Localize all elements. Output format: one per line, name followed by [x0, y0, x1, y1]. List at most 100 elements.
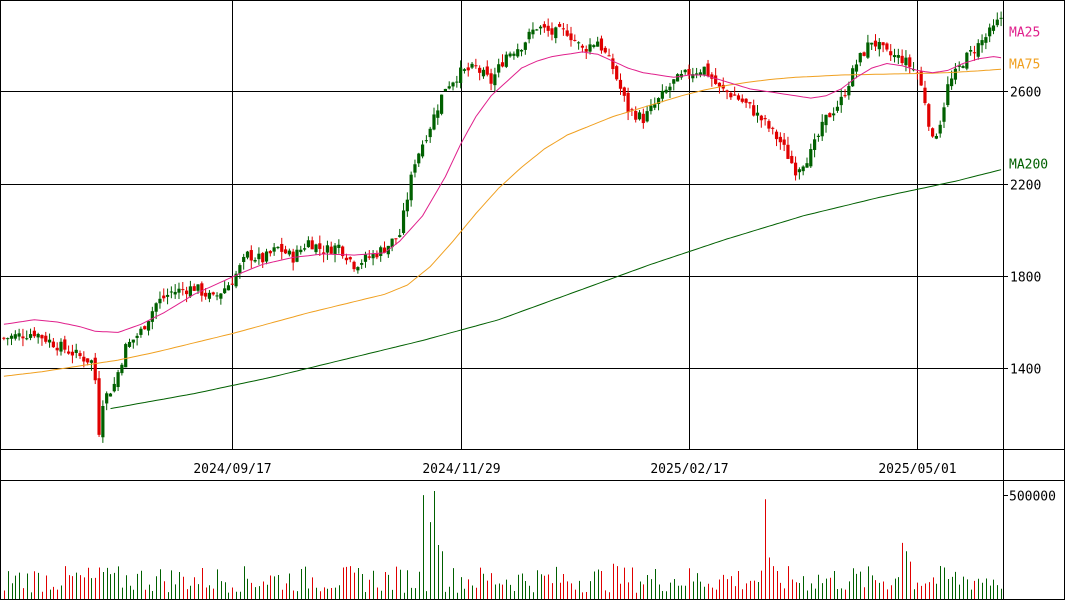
candle-body: [923, 87, 927, 104]
candle-body: [774, 131, 779, 140]
candle-body: [771, 127, 775, 129]
ma-label-ma25: MA25: [1009, 26, 1040, 41]
candle-body: [245, 251, 250, 258]
x-tick-label-3: 2025/05/01: [878, 462, 956, 477]
candle-body: [611, 58, 615, 70]
ma25-line: [3, 51, 1002, 333]
candle-body: [165, 294, 170, 297]
candle-body: [367, 256, 371, 258]
candle-body: [797, 169, 801, 173]
candle-body: [835, 106, 840, 111]
candle-body: [238, 265, 242, 274]
candle-body: [900, 55, 904, 64]
candle-body: [196, 284, 200, 291]
x-tick-label-0: 2024/09/17: [193, 462, 271, 477]
candle-body: [801, 166, 805, 172]
candle-body: [828, 113, 832, 118]
price-panel: [0, 0, 1008, 449]
candle-body: [108, 393, 113, 397]
candle-body: [816, 135, 821, 137]
candle-body: [649, 105, 653, 112]
candle-body: [322, 252, 326, 255]
candle-body: [264, 251, 269, 262]
candle-body: [101, 406, 105, 438]
candle-body: [710, 74, 714, 79]
candle-body: [131, 339, 135, 343]
candle-body: [953, 68, 958, 80]
candle-body: [268, 251, 272, 254]
candle-body: [858, 53, 862, 63]
candle-body: [847, 86, 851, 96]
y-tick-label-2600: 2600: [1010, 86, 1041, 101]
candle-body: [436, 110, 440, 118]
candle-body: [988, 27, 992, 37]
x-tick-label-1: 2024/11/29: [422, 462, 500, 477]
y-tick-label-2200: 2200: [1010, 179, 1041, 194]
candle-body: [310, 240, 314, 250]
candle-body: [550, 28, 554, 35]
candle-body: [44, 335, 48, 342]
candle-body: [645, 111, 649, 122]
candle-body: [181, 289, 185, 291]
candle-body: [379, 247, 383, 256]
candle-body: [687, 69, 691, 76]
candle-body: [588, 44, 592, 52]
candle-body: [428, 128, 432, 138]
candle-body: [462, 69, 467, 71]
candle-body: [360, 263, 364, 265]
candle-body: [557, 24, 562, 27]
candle-body: [832, 113, 836, 116]
candle-body: [409, 174, 413, 201]
candle-body: [504, 54, 508, 67]
candle-body: [337, 244, 341, 248]
candle-body: [25, 338, 29, 340]
candle-body: [249, 250, 253, 261]
candle-body: [675, 74, 680, 82]
candle-body: [752, 105, 756, 116]
candle-body: [908, 57, 912, 67]
candle-body: [299, 249, 303, 253]
candle-body: [192, 286, 196, 291]
candle-body: [173, 291, 177, 295]
candle-body: [615, 66, 619, 80]
candle-body: [546, 25, 550, 31]
candle-body: [942, 107, 946, 122]
candle-body: [97, 378, 101, 435]
candle-body: [124, 344, 128, 368]
candle-body: [660, 90, 664, 99]
candle-body: [420, 144, 425, 157]
candle-body: [74, 349, 78, 353]
candle-body: [618, 79, 623, 89]
candle-body: [242, 256, 246, 262]
candle-body: [177, 288, 181, 293]
candle-body: [873, 40, 878, 47]
candle-body: [318, 243, 322, 249]
candle-body: [969, 50, 973, 52]
candle-body: [809, 149, 813, 167]
candle-body: [215, 295, 219, 297]
candle-body: [793, 162, 798, 176]
candle-body: [656, 98, 661, 105]
candle-body: [820, 121, 824, 137]
candle-body: [881, 42, 885, 46]
candle-body: [127, 341, 132, 347]
candle-body: [135, 335, 139, 338]
candle-body: [999, 17, 1003, 19]
candle-body: [253, 259, 257, 262]
candle-body: [946, 84, 950, 106]
candle-body: [812, 139, 817, 150]
candle-body: [200, 283, 204, 296]
candle-body: [740, 98, 744, 102]
y-tick-label-1400: 1400: [1010, 363, 1041, 378]
candle-body: [219, 293, 223, 299]
candle-body: [892, 55, 897, 58]
candle-body: [287, 250, 291, 255]
candle-body: [782, 139, 786, 145]
candle-body: [877, 41, 881, 50]
candle-body: [683, 69, 687, 73]
candle-body: [36, 333, 40, 338]
candle-body: [146, 321, 151, 331]
candle-body: [295, 249, 299, 262]
candle-body: [47, 339, 52, 343]
ma75-line: [3, 68, 1002, 377]
